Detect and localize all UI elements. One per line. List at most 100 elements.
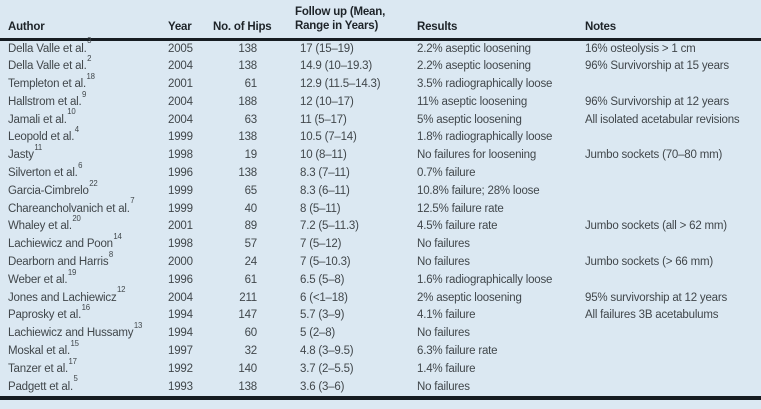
hips-cell: 89 [244,220,258,233]
results-cell: 2% aseptic loosening [417,291,522,304]
results-cell: 1.6% radiographically loose [417,273,553,286]
author-cell: Whaley et al.20 [0,215,160,236]
results-cell: 2.2% aseptic loosening [417,60,531,73]
table-row: Lachiewicz and Hussamy13 1994 60 5 (2–8)… [0,322,761,343]
year-cell: 1992 [168,362,193,375]
year-cell: 1993 [168,380,193,393]
table-row: Chareancholvanich et al.7 1999 40 8 (5–1… [0,197,761,219]
author-cell: Padgett et al.5 [0,375,160,397]
year-cell: 2004 [168,95,193,108]
citation-ref: 9 [82,89,87,99]
author-cell: Hallstrom et al.9 [0,90,160,112]
results-cell: No failures for loosening [417,149,537,162]
followup-cell: 11 (5–17) [300,113,347,126]
author-cell: Chareancholvanich et al.7 [0,197,160,219]
followup-cell: 3.7 (2–5.5) [300,362,354,375]
notes-cell: Jumbo sockets (all > 62 mm) [585,220,727,233]
year-cell: 1999 [168,131,193,144]
hips-cell: 138 [238,167,257,180]
author-name: Jamali et al. [8,113,67,126]
table-row: Whaley et al.20 2001 89 7.2 (5–11.3) 4.5… [0,215,761,236]
followup-cell: 17 (15–19) [300,42,354,55]
author-cell: Paprosky et al.16 [0,304,160,325]
followup-cell: 12 (10–17) [300,95,354,108]
table-row: Jones and Lachiewicz12 2004 211 6 (<1–18… [0,286,761,308]
results-cell: 3.5% radiographically loose [417,78,553,91]
followup-cell: 10 (8–11) [300,149,347,162]
notes-cell [583,379,761,397]
results-cell: 6.3% failure rate [417,345,498,358]
column-header-followup: Follow up (Mean, Range in Years) [260,0,415,41]
citation-ref: 17 [68,356,77,366]
citation-ref: 18 [86,71,95,81]
notes-cell: Jumbo sockets (> 66 mm) [585,256,714,269]
results-cell: No failures [417,256,470,269]
table-row: Leopold et al.4 1999 138 10.5 (7–14) 1.8… [0,126,761,147]
author-cell: Garcia-Cimbrelo22 [0,179,160,201]
year-cell: 1998 [168,238,193,251]
hips-cell: 65 [244,184,258,197]
citation-ref: 6 [78,160,83,170]
notes-cell [583,183,761,201]
author-name: Lachiewicz and Hussamy [8,327,134,340]
author-name: Silverton et al. [8,167,78,180]
citation-ref: 2 [87,53,92,63]
table-row: Hallstrom et al.9 2004 188 12 (10–17) 11… [0,90,761,112]
notes-cell [583,165,761,183]
author-name: Moskal et al. [8,345,70,358]
followup-cell: 14.9 (10–19.3) [300,60,373,73]
hips-cell: 61 [244,78,258,91]
notes-cell [583,343,761,361]
author-cell: Jones and Lachiewicz12 [0,286,160,308]
followup-cell: 8.3 (7–11) [300,167,350,180]
results-cell: 2.2% aseptic loosening [417,42,531,55]
citation-ref: 13 [133,320,143,330]
citation-ref: 10 [67,107,76,117]
author-name: Whaley et al. [8,220,72,233]
year-cell: 1998 [168,149,193,162]
table-row: Weber et al.19 1996 61 6.5 (5–8) 1.6% ra… [0,268,761,290]
results-cell: 0.7% failure [417,167,476,180]
column-header-results: Results [415,0,583,41]
year-cell: 2001 [168,220,193,233]
followup-cell: 7 (5–10.3) [300,256,351,269]
author-cell: Leopold et al.4 [0,126,160,147]
author-name: Paprosky et al. [8,309,82,322]
author-name: Leopold et al. [8,131,75,144]
table-row: Moskal et al.15 1997 32 4.8 (3–9.5) 6.3%… [0,339,761,361]
followup-cell: 8 (5–11) [300,202,341,215]
citation-ref: 4 [74,125,79,135]
citation-ref: 3 [87,36,92,46]
year-cell: 1994 [168,327,193,340]
column-header-notes: Notes [583,0,761,41]
author-name: Della Valle et al. [8,60,87,73]
hips-cell: 147 [238,309,257,322]
table-body: Della Valle et al.3 2005 138 17 (15–19) … [0,36,761,397]
results-cell: 1.8% radiographically loose [417,131,553,144]
author-name: Padgett et al. [8,380,73,393]
hips-cell: 138 [238,131,257,144]
hips-cell: 211 [239,291,257,304]
author-cell: Lachiewicz and Poon14 [0,233,160,254]
table-row: Jasty11 1998 19 10 (8–11) No failures fo… [0,144,761,165]
notes-cell [583,201,761,219]
year-cell: 2004 [168,291,193,304]
results-cell: 4.1% failure [417,309,476,322]
results-cell: No failures [417,238,470,251]
table-row: Della Valle et al.2 2004 138 14.9 (10–19… [0,55,761,76]
notes-cell: 16% osteolysis > 1 cm [585,42,696,55]
author-cell: Dearborn and Harris8 [0,250,160,272]
author-cell: Tanzer et al.17 [0,357,160,379]
notes-cell: 96% Survivorship at 12 years [585,95,729,108]
notes-cell [583,236,761,254]
hips-cell: 61 [244,273,258,286]
author-name: Garcia-Cimbrelo [8,184,89,197]
author-name: Chareancholvanich et al. [8,202,130,215]
followup-cell: 12.9 (11.5–14.3) [300,78,381,91]
author-cell: Lachiewicz and Hussamy13 [0,322,160,343]
citation-ref: 8 [108,249,114,259]
table-row: Dearborn and Harris8 2000 24 7 (5–10.3) … [0,250,761,272]
author-name: Lachiewicz and Poon [8,238,113,251]
author-cell: Templeton et al.18 [0,72,160,94]
results-cell: 10.8% failure; 28% loose [417,184,540,197]
